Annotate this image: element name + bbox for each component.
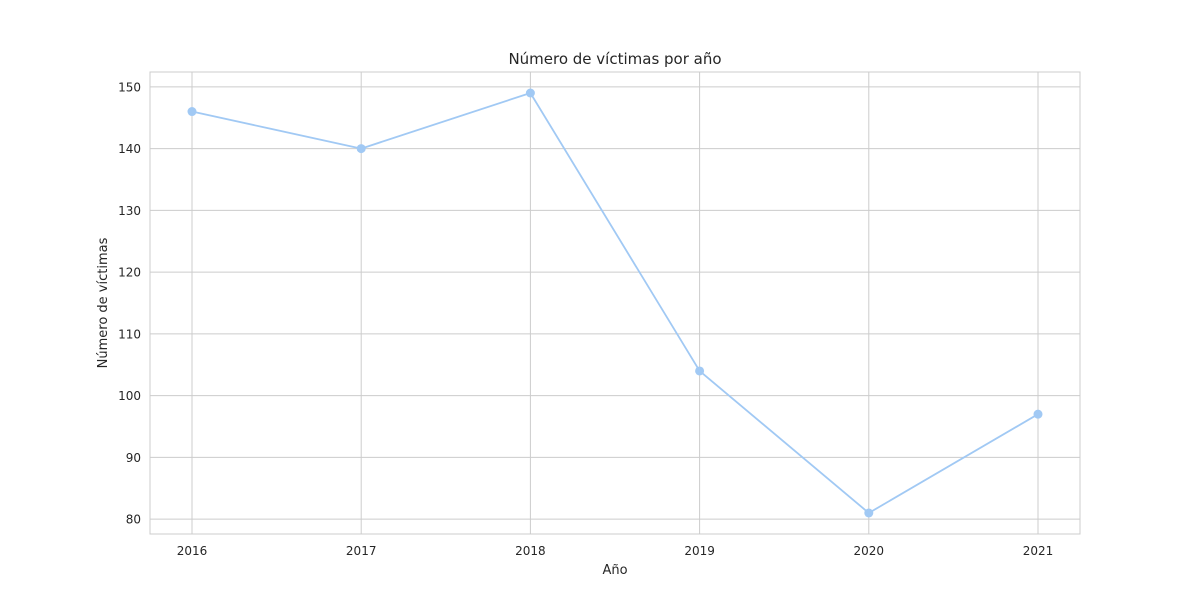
- x-tick-label: 2018: [515, 544, 546, 558]
- data-point-2020: [864, 508, 874, 518]
- data-point-2021: [1033, 409, 1043, 419]
- x-tick-label: 2016: [177, 544, 208, 558]
- x-axis-label: Año: [602, 563, 627, 578]
- plot-frame: [149, 71, 1081, 535]
- y-tick-label: 80: [126, 513, 141, 527]
- x-tick-label: 2021: [1023, 544, 1054, 558]
- x-tick-label: 2020: [854, 544, 885, 558]
- y-tick-label: 110: [118, 327, 141, 341]
- y-tick-label: 100: [118, 389, 141, 403]
- data-point-2018: [525, 88, 535, 98]
- y-tick-label: 120: [118, 266, 141, 280]
- data-point-2017: [356, 144, 366, 154]
- y-tick-label: 150: [118, 80, 141, 94]
- y-axis-label: Número de víctimas: [96, 237, 111, 368]
- x-axis-ticks: 2016 2017 2018 2019 2020 2021: [177, 544, 1054, 558]
- x-tick-label: 2017: [346, 544, 377, 558]
- y-tick-label: 90: [126, 451, 141, 465]
- y-tick-label: 140: [118, 142, 141, 156]
- x-tick-label: 2019: [684, 544, 715, 558]
- y-axis-ticks: 80 90 100 110 120 130 140 150: [118, 80, 141, 526]
- chart-title: Número de víctimas por año: [508, 50, 721, 68]
- data-point-2019: [695, 366, 705, 376]
- grid: [150, 72, 1080, 534]
- series-line: [191, 92, 1039, 514]
- data-point-2016: [187, 107, 197, 117]
- series-layer: [187, 88, 1043, 518]
- y-tick-label: 130: [118, 204, 141, 218]
